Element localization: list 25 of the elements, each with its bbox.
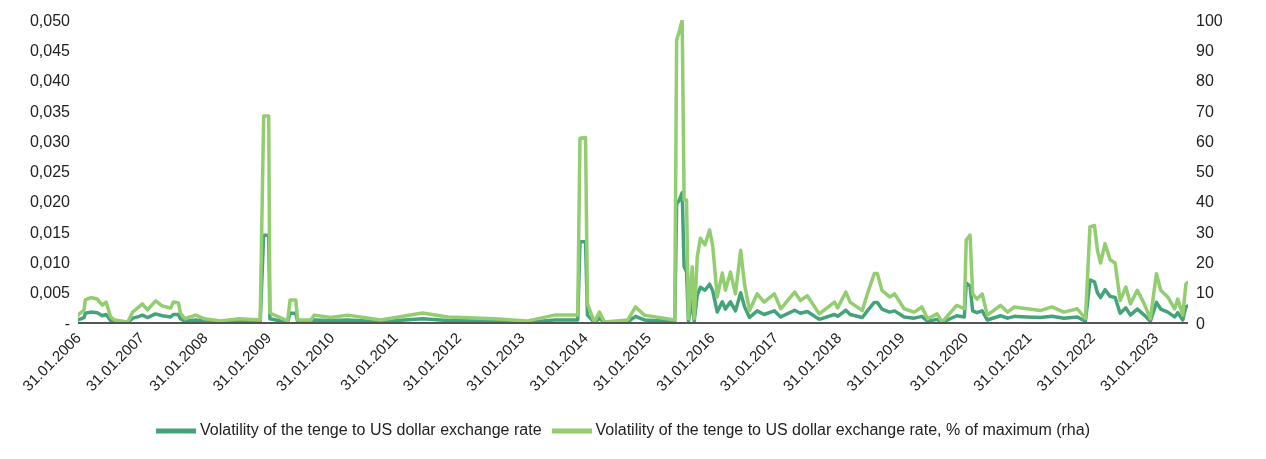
y2-tick-label: 20 [1196,254,1214,272]
y-tick-label: 0,025 [29,163,71,181]
line-series [78,20,1188,323]
y-tick-label: 0,045 [29,41,71,59]
y-tick-label: 0,035 [29,102,71,120]
y2-tick-label: 100 [1196,11,1223,29]
y2-tick-label: 40 [1196,193,1214,211]
y-tick-label: 0,040 [29,72,71,90]
y-tick-label: 0,030 [29,132,71,150]
y2-tick-label: 80 [1196,72,1214,90]
y-tick-label: 0,010 [29,254,71,272]
y2-tick-label: 60 [1196,132,1214,150]
y-tick-label: - [64,314,70,332]
y-tick-label: 0,050 [29,11,71,29]
y2-tick-label: 10 [1196,284,1214,302]
y2-tick-label: 0 [1196,314,1205,332]
legend-label: Volatility of the tenge to US dollar exchange rate [199,421,542,439]
y-tick-label: 0,005 [29,284,71,302]
y-tick-label: 0,015 [29,223,71,241]
y2-tick-label: 30 [1196,223,1214,241]
y2-tick-label: 50 [1196,163,1214,181]
y2-tick-label: 90 [1196,41,1214,59]
y-tick-label: 0,020 [29,193,71,211]
y2-tick-label: 70 [1196,102,1214,120]
legend-label: Volatility of the tenge to US dollar exchange rate, % of maximum (rha) [595,421,1090,439]
